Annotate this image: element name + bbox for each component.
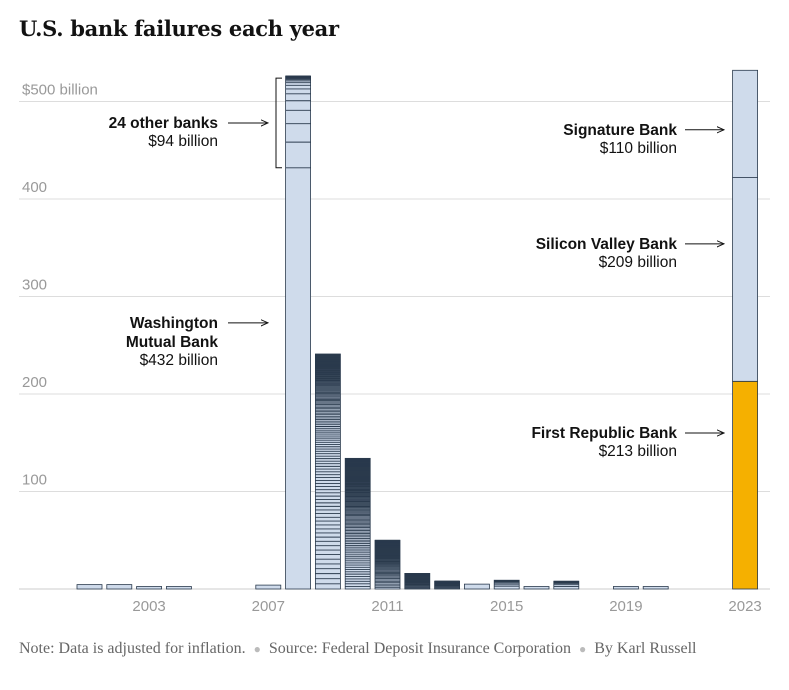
- bar-rect: [165, 586, 192, 590]
- bar-2015: [493, 579, 520, 590]
- bar-2001: [76, 584, 103, 590]
- bar-segment: [732, 380, 758, 590]
- bar-rect: [136, 586, 163, 590]
- bar-2004: [165, 586, 192, 590]
- y-tick-label: 100: [22, 472, 47, 489]
- chart-title: U.S. bank failures each year: [19, 16, 339, 41]
- source-text: Source: Federal Deposit Insurance Corpor…: [268, 640, 571, 657]
- bar-2012: [404, 572, 431, 590]
- bar-2014: [463, 583, 490, 590]
- x-tick-label: 2011: [371, 598, 403, 615]
- bar-2002: [106, 584, 133, 590]
- bank-dividers: [494, 579, 520, 587]
- bar-2008: [285, 75, 312, 590]
- bar-2011: [374, 539, 401, 590]
- note-text: Note: Data is adjusted for inflation.: [19, 640, 246, 657]
- bank-dividers: [434, 580, 460, 589]
- annotation-label: Mutual Bank: [126, 334, 219, 351]
- annotation-label: Washington: [130, 315, 218, 332]
- byline-text: By Karl Russell: [594, 640, 697, 657]
- bar-rect: [463, 583, 490, 590]
- bar-2016: [523, 586, 550, 590]
- x-tick-label: 2007: [252, 598, 285, 615]
- footer-note: Note: Data is adjusted for inflation. ● So…: [19, 638, 769, 660]
- separator-dot: ●: [579, 642, 587, 656]
- annotation-value: $432 billion: [140, 352, 218, 369]
- bar-rect: [255, 584, 282, 590]
- annotation-value: $110 billion: [600, 140, 677, 157]
- bank-dividers: [375, 539, 400, 588]
- bar-rect: [285, 75, 312, 590]
- bar-rect: [523, 586, 550, 590]
- annotation-label: 24 other banks: [109, 115, 218, 132]
- y-tick-label: 400: [22, 179, 47, 196]
- y-tick-label: 300: [22, 277, 47, 294]
- bar-2003: [136, 586, 163, 590]
- bar-rect: [613, 586, 639, 590]
- annotation-value: $213 billion: [599, 443, 677, 460]
- y-tick-label: $500 billion: [22, 82, 98, 99]
- bank-dividers: [404, 572, 430, 589]
- bank-failures-chart: $500 billion 400 300 200 100 2003 2007 2011 2015…: [19, 69, 770, 615]
- bar-2009: [314, 353, 341, 590]
- bar-segment: [732, 177, 758, 382]
- bar-rect: [106, 584, 133, 590]
- bar-rect: [76, 584, 103, 590]
- annotation-label: First Republic Bank: [531, 425, 677, 442]
- bar-2007: [255, 584, 282, 590]
- x-tick-label: 2019: [609, 598, 642, 615]
- bar-2023: [732, 69, 758, 590]
- annotation-label: Silicon Valley Bank: [536, 236, 678, 253]
- y-tick-label: 200: [22, 374, 47, 391]
- bar-rect: [642, 586, 669, 590]
- x-tick-label: 2023: [728, 598, 761, 615]
- separator-dot: ●: [253, 642, 261, 656]
- bank-dividers: [285, 75, 311, 169]
- bar-2020: [642, 586, 669, 590]
- bar-segment: [732, 69, 758, 178]
- bar-2010: [344, 457, 371, 590]
- bar-2019: [613, 586, 639, 590]
- annotation-value: $209 billion: [599, 254, 677, 271]
- annotation-value: $94 billion: [148, 133, 218, 150]
- x-tick-label: 2015: [490, 598, 523, 615]
- bank-dividers: [315, 353, 341, 585]
- bar-2013: [434, 580, 461, 590]
- annotation-label: Signature Bank: [563, 122, 677, 139]
- bank-dividers: [553, 580, 579, 587]
- x-tick-label: 2003: [132, 598, 165, 615]
- bank-dividers: [345, 458, 371, 587]
- bar-2017: [553, 580, 580, 590]
- annotation-bracket: [275, 77, 282, 169]
